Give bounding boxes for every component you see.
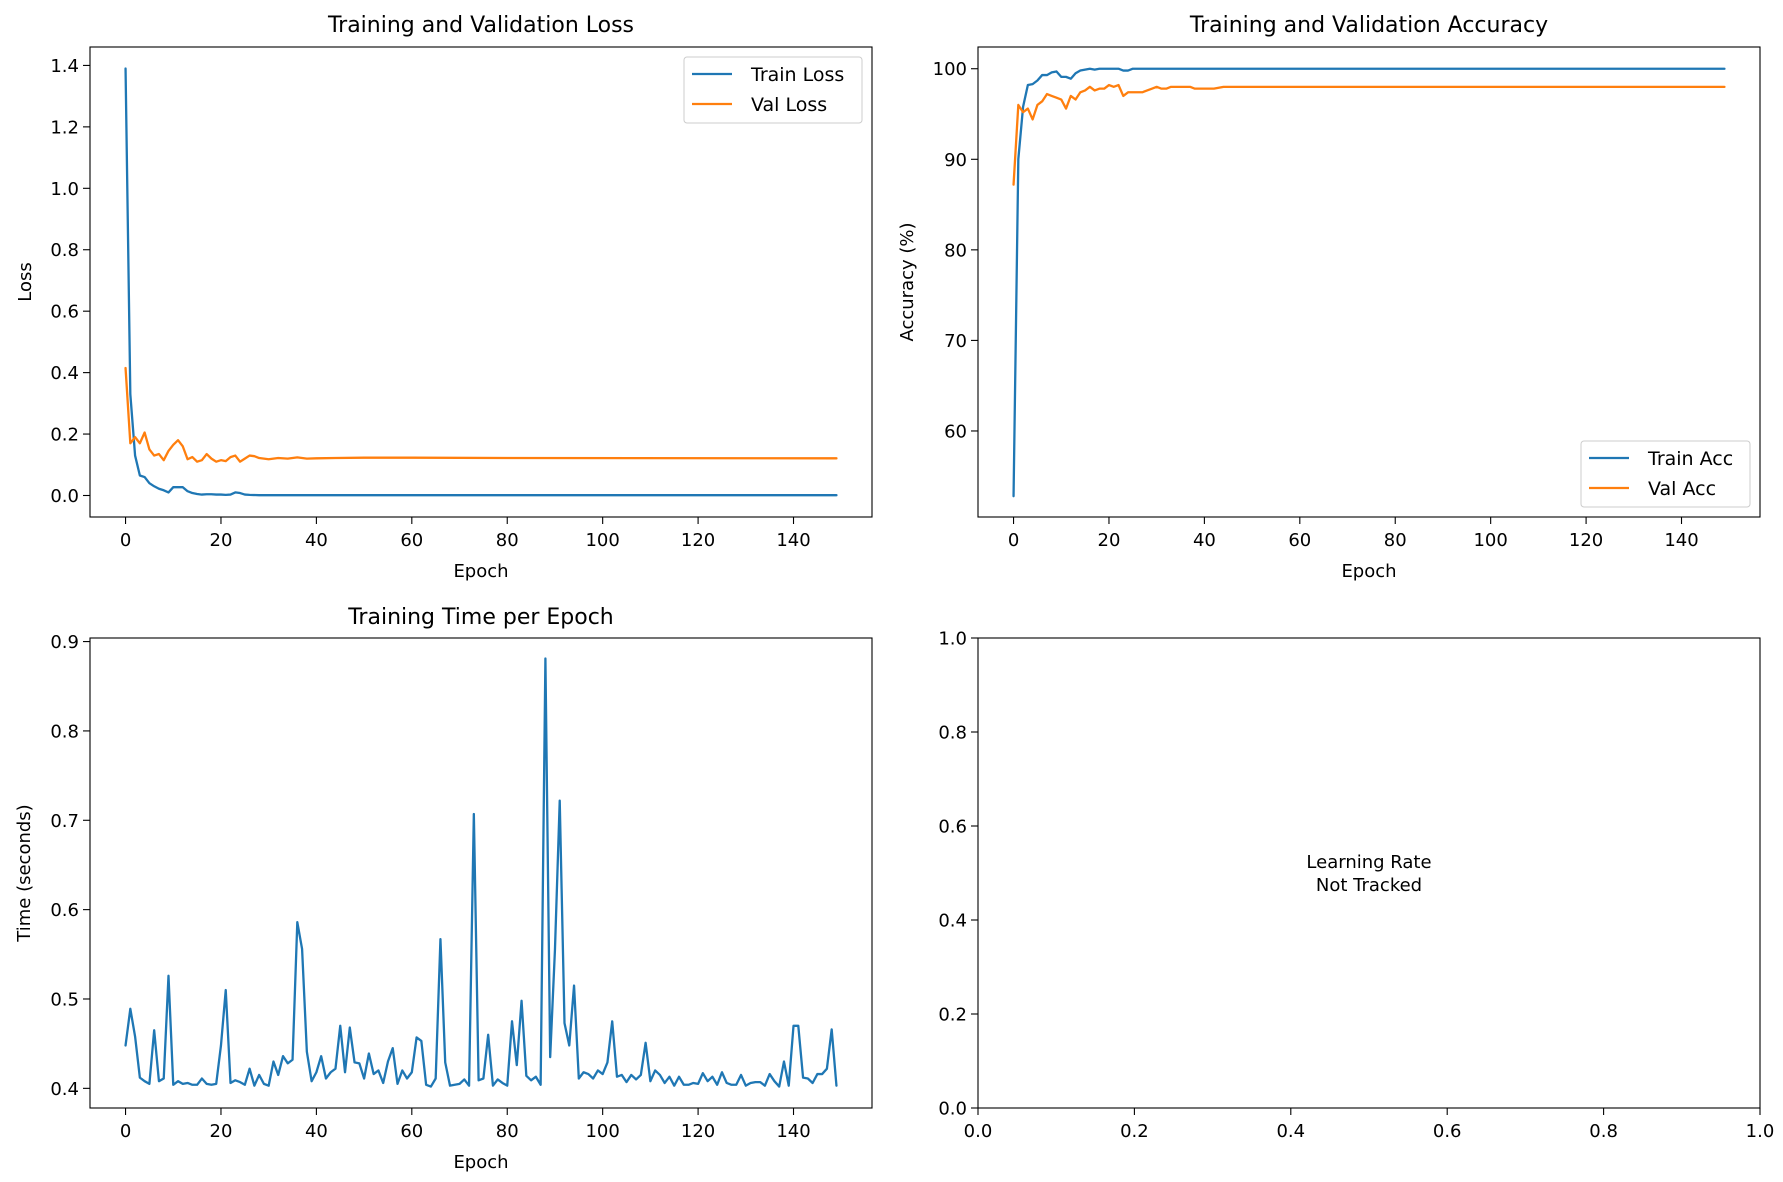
time-y-tick-label-2: 0.6: [50, 900, 79, 921]
loss-plot-frame: [89, 46, 873, 518]
accuracy-train-acc-line: [1012, 67, 1726, 498]
accuracy-y-tick-label-2: 80: [944, 240, 967, 261]
loss-y-tick-label-4: 0.8: [50, 240, 79, 261]
accuracy-x-axis-label: Epoch: [1341, 561, 1396, 582]
loss-x-tick-label-5: 100: [585, 530, 619, 551]
learning-rate-x-tick-label-2: 0.4: [1276, 1121, 1305, 1142]
loss-y-axis-label: Loss: [15, 262, 36, 301]
accuracy-y-axis-label: Accuracy (%): [897, 222, 918, 341]
learning-rate-y-tick-label-5: 1.0: [938, 629, 967, 650]
loss-x-tick-label-2: 40: [305, 530, 328, 551]
learning-rate-note-line-1: Learning Rate: [1306, 852, 1431, 873]
learning-rate-x-tick-label-1: 0.2: [1120, 1121, 1149, 1142]
time-y-tick-label-4: 0.8: [50, 721, 79, 742]
learning-rate-y-tick-label-4: 0.8: [938, 723, 967, 744]
loss-y-tick-label-5: 1.0: [50, 179, 79, 200]
learning-rate-panel: 0.0 0.2 0.4 0.6 0.8 1.0 0.0 0.2 0.4 0.6 0.8 1.0 Lea…: [938, 629, 1774, 1143]
accuracy-x-tick-label-1: 20: [1098, 530, 1121, 551]
accuracy-x-tick-label-0: 0: [1008, 530, 1019, 551]
learning-rate-note-line-2: Not Tracked: [1316, 875, 1422, 896]
accuracy-legend-val-label: Val Acc: [1648, 478, 1716, 500]
time-x-tick-label-3: 60: [400, 1121, 423, 1142]
loss-legend-val-label: Val Loss: [751, 94, 827, 116]
accuracy-x-tick-label-2: 40: [1193, 530, 1216, 551]
loss-x-tick-label-1: 20: [210, 530, 233, 551]
time-y-tick-label-0: 0.4: [50, 1079, 79, 1100]
loss-x-tick-label-0: 0: [120, 530, 131, 551]
time-x-tick-label-1: 20: [210, 1121, 233, 1142]
loss-y-tick-label-0: 0.0: [50, 486, 79, 507]
time-series-0-line: [124, 657, 838, 1088]
time-plot-frame: [89, 637, 873, 1109]
accuracy-y-tick-label-0: 60: [944, 421, 967, 442]
accuracy-plot-frame: [977, 46, 1761, 518]
learning-rate-x-tick-label-3: 0.6: [1433, 1121, 1462, 1142]
loss-y-tick-label-2: 0.4: [50, 363, 79, 384]
time-y-tick-label-5: 0.9: [50, 632, 79, 653]
time-x-tick-label-7: 140: [776, 1121, 810, 1142]
learning-rate-ticks: 0.0 0.2 0.4 0.6 0.8 1.0 0.0 0.2 0.4 0.6 0.8 1.0: [938, 629, 1774, 1143]
accuracy-y-tick-label-3: 90: [944, 150, 967, 171]
loss-x-tick-label-6: 120: [681, 530, 715, 551]
accuracy-y-tick-label-1: 70: [944, 331, 967, 352]
loss-legend: Train Loss Val Loss: [683, 56, 863, 124]
loss-y-tick-label-1: 0.2: [50, 425, 79, 446]
accuracy-panel: 0 20 40 60 80 100 120 140 60 70 80 90 100 Training a…: [897, 13, 1761, 582]
accuracy-x-tick-label-7: 140: [1664, 530, 1698, 551]
accuracy-series: [1012, 67, 1726, 498]
learning-rate-y-tick-label-0: 0.0: [938, 1099, 967, 1120]
loss-x-tick-label-3: 60: [400, 530, 423, 551]
loss-x-axis-label: Epoch: [453, 561, 508, 582]
loss-y-tick-label-3: 0.6: [50, 302, 79, 323]
accuracy-legend-train-label: Train Acc: [1647, 448, 1733, 470]
time-panel: 0 20 40 60 80 100 120 140 0.4 0.5 0.6 0.7 0.8 0.9 Tra…: [14, 605, 873, 1173]
time-ticks: 0 20 40 60 80 100 120 140 0.4 0.5 0.6 0.7 0.8 0.9: [50, 632, 810, 1142]
loss-chart-title: Training and Validation Loss: [327, 13, 634, 38]
accuracy-x-tick-label-3: 60: [1288, 530, 1311, 551]
accuracy-x-tick-label-4: 80: [1384, 530, 1407, 551]
time-x-axis-label: Epoch: [453, 1152, 508, 1173]
learning-rate-x-tick-label-4: 0.8: [1589, 1121, 1618, 1142]
loss-y-tick-label-6: 1.2: [50, 117, 79, 138]
accuracy-legend: Train Acc Val Acc: [1580, 440, 1751, 508]
accuracy-y-tick-label-4: 100: [933, 59, 967, 80]
loss-series: [124, 67, 838, 497]
time-y-axis-label: Time (seconds): [14, 804, 35, 942]
learning-rate-x-tick-label-0: 0.0: [964, 1121, 993, 1142]
accuracy-chart-title: Training and Validation Accuracy: [1189, 13, 1548, 38]
learning-rate-x-tick-label-5: 1.0: [1746, 1121, 1775, 1142]
loss-train-loss-line: [124, 67, 838, 497]
time-y-tick-label-1: 0.5: [50, 989, 79, 1010]
learning-rate-y-tick-label-2: 0.4: [938, 911, 967, 932]
time-y-tick-label-3: 0.7: [50, 811, 79, 832]
loss-ticks: 0 20 40 60 80 100 120 140 0.0 0.2 0.4 0.6 0.8 1.0 1.2 1…: [50, 56, 810, 551]
learning-rate-y-tick-label-1: 0.2: [938, 1005, 967, 1026]
time-chart-title: Training Time per Epoch: [347, 605, 614, 630]
accuracy-ticks: 0 20 40 60 80 100 120 140 60 70 80 90 100: [933, 59, 1699, 551]
time-x-tick-label-4: 80: [496, 1121, 519, 1142]
loss-y-tick-label-7: 1.4: [50, 56, 79, 77]
learning-rate-y-tick-label-3: 0.6: [938, 817, 967, 838]
loss-panel: 0 20 40 60 80 100 120 140 0.0 0.2 0.4 0.6 0.8 1.0 1.2 1…: [15, 13, 873, 582]
loss-x-tick-label-7: 140: [776, 530, 810, 551]
loss-legend-train-label: Train Loss: [750, 64, 844, 86]
learning-rate-plot-frame: [977, 637, 1761, 1109]
loss-val-loss-line: [124, 366, 838, 463]
time-x-tick-label-0: 0: [120, 1121, 131, 1142]
accuracy-val-acc-line: [1012, 83, 1726, 186]
time-series: [124, 657, 838, 1088]
accuracy-x-tick-label-5: 100: [1473, 530, 1507, 551]
accuracy-x-tick-label-6: 120: [1569, 530, 1603, 551]
time-x-tick-label-2: 40: [305, 1121, 328, 1142]
loss-x-tick-label-4: 80: [496, 530, 519, 551]
time-x-tick-label-6: 120: [681, 1121, 715, 1142]
time-x-tick-label-5: 100: [585, 1121, 619, 1142]
